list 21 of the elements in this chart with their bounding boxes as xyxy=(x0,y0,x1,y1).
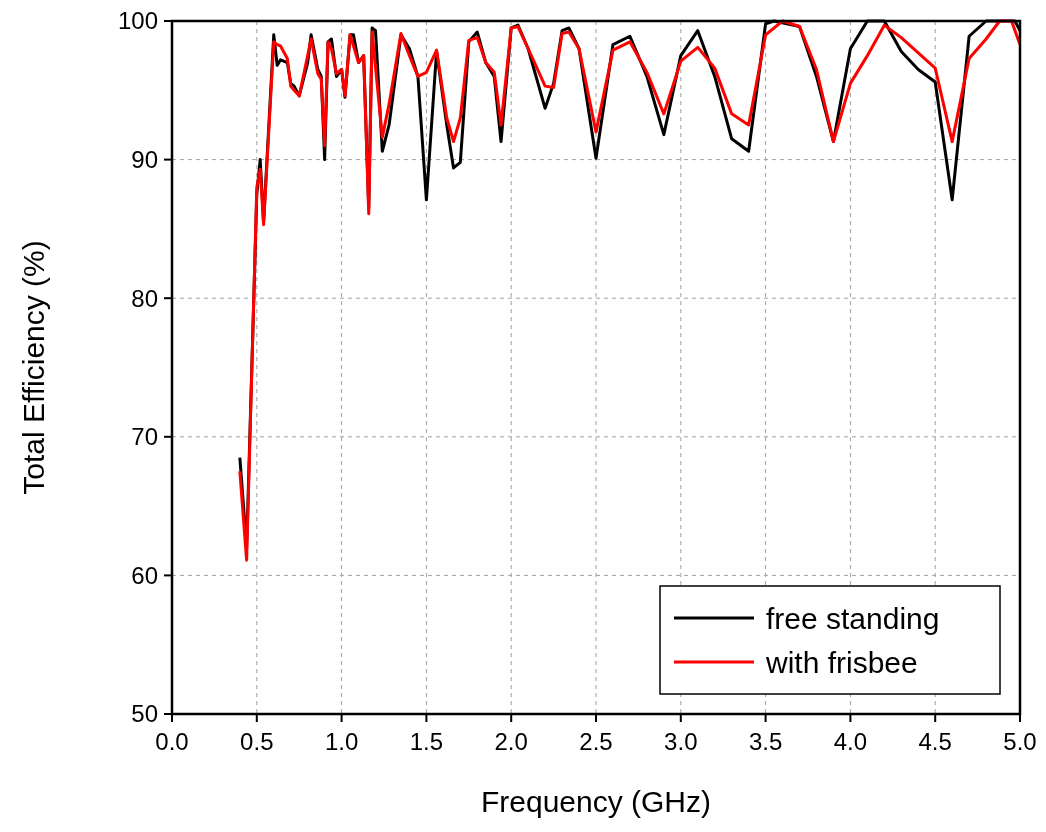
x-tick-label: 2.5 xyxy=(579,728,613,755)
x-tick-label: 0.0 xyxy=(155,728,189,755)
x-tick-label: 5.0 xyxy=(1003,728,1037,755)
x-tick-label: 3.0 xyxy=(664,728,698,755)
y-tick-label: 50 xyxy=(131,700,158,728)
x-tick-label: 1.0 xyxy=(324,728,359,755)
x-tick-label: 2.0 xyxy=(494,728,528,755)
x-tick-label: 1.5 xyxy=(409,728,444,755)
x-tick-label: 0.5 xyxy=(240,728,274,755)
x-axis-title: Frequency (GHz) xyxy=(480,785,712,818)
y-tick-label: 90 xyxy=(131,146,158,173)
legend-label: with frisbee xyxy=(765,645,918,679)
y-tick-label: 70 xyxy=(131,423,158,451)
x-tick-label: 3.5 xyxy=(748,728,783,755)
legend-label: free standing xyxy=(766,601,940,635)
x-tick-label: 4.0 xyxy=(833,728,868,755)
x-tick-label: 4.5 xyxy=(918,728,952,755)
y-axis-title: Total Efficiency (%) xyxy=(17,240,50,495)
y-tick-label: 60 xyxy=(131,561,158,589)
y-tick-label: 100 xyxy=(117,7,158,35)
y-tick-label: 80 xyxy=(131,284,158,312)
